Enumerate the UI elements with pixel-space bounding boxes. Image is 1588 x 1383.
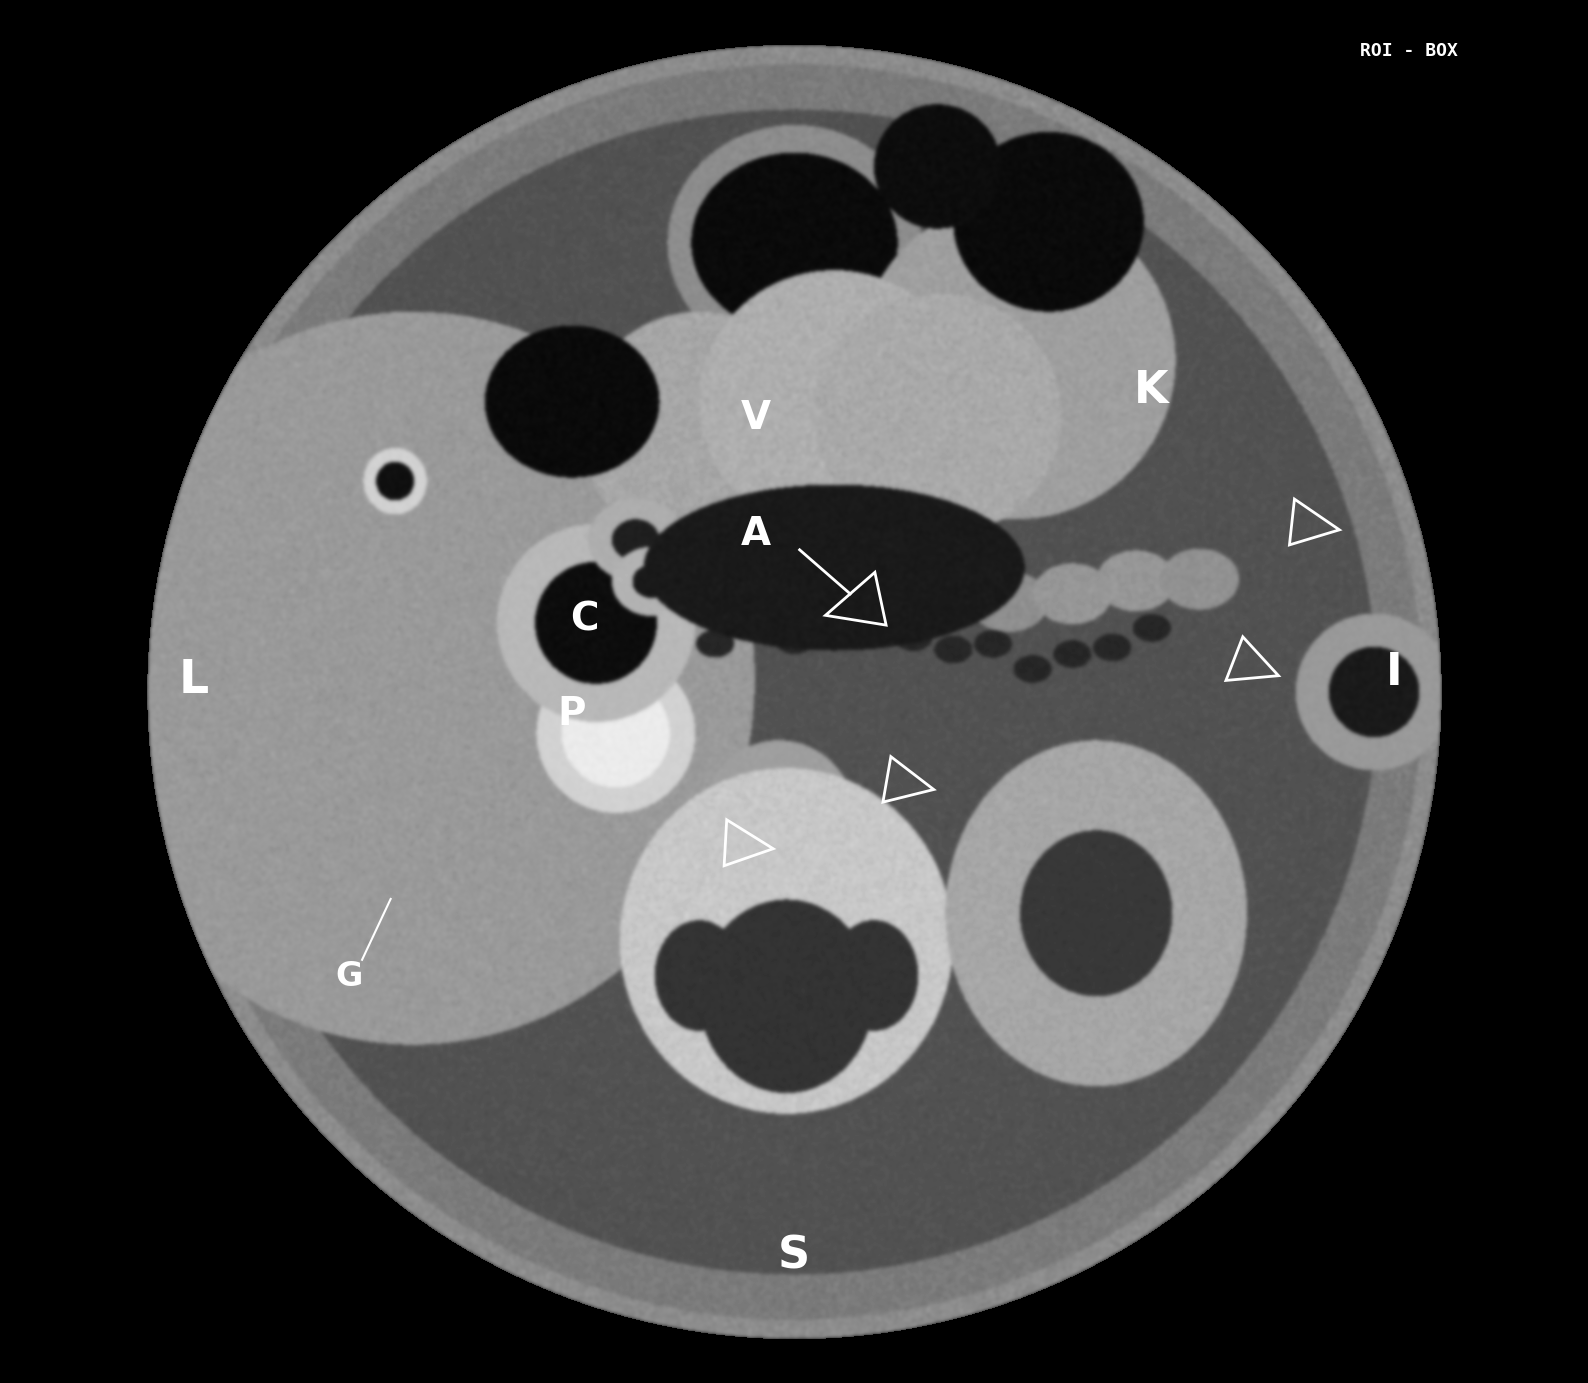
Text: I: I bbox=[1386, 650, 1402, 694]
Text: P: P bbox=[557, 694, 586, 733]
Text: S: S bbox=[778, 1234, 810, 1278]
Text: G: G bbox=[335, 960, 364, 993]
Text: K: K bbox=[1134, 368, 1169, 412]
Text: A: A bbox=[742, 514, 770, 553]
Text: V: V bbox=[742, 398, 770, 437]
Text: L: L bbox=[179, 658, 208, 703]
Text: ROI - BOX: ROI - BOX bbox=[1359, 41, 1458, 61]
Text: C: C bbox=[570, 600, 599, 639]
